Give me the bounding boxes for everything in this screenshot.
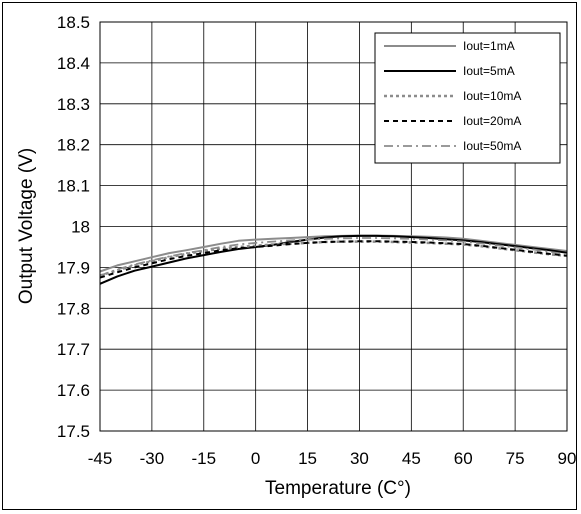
x-tick-label: 90 <box>558 449 577 468</box>
y-tick-label: 17.9 <box>57 258 90 277</box>
y-tick-label: 18.5 <box>57 13 90 32</box>
x-tick-label: 0 <box>251 449 260 468</box>
x-tick-label: 30 <box>350 449 369 468</box>
x-tick-label: 75 <box>506 449 525 468</box>
y-tick-label: 17.8 <box>57 299 90 318</box>
legend-label: Iout=20mA <box>463 114 521 128</box>
x-tick-label: -15 <box>191 449 216 468</box>
series-line-5 <box>99 237 568 277</box>
legend-label: Iout=10mA <box>463 89 521 103</box>
legend: Iout=1mA Iout=5mA Iout=10mA Iout=20mA Iout=5… <box>374 32 561 164</box>
y-tick-labels: 18.5 18.4 18.3 18.2 18.1 18 17.9 17.8 17.7 17.6 17… <box>57 13 90 441</box>
y-tick-label: 18.2 <box>57 136 90 155</box>
x-tick-label: 15 <box>298 449 317 468</box>
legend-label: Iout=1mA <box>463 39 515 53</box>
y-axis-title: Output Voltage (V) <box>16 148 37 304</box>
x-tick-label: -45 <box>88 449 113 468</box>
y-tick-label: 17.6 <box>57 381 90 400</box>
y-tick-label: 18 <box>71 218 90 237</box>
legend-label: Iout=50mA <box>463 139 521 153</box>
x-tick-label: 60 <box>454 449 473 468</box>
series-line-4 <box>99 240 568 279</box>
plot-border <box>99 21 568 432</box>
x-tick-label: 45 <box>402 449 421 468</box>
series-line-2 <box>99 234 568 285</box>
x-axis-title: Temperature (C°) <box>265 478 411 499</box>
x-tick-label: -30 <box>140 449 165 468</box>
series-layer <box>99 234 568 285</box>
x-tick-labels: -45 -30 -15 0 15 30 45 60 75 90 <box>88 449 577 468</box>
y-tick-label: 18.4 <box>57 54 90 73</box>
legend-label: Iout=5mA <box>463 64 515 78</box>
y-tick-label: 18.1 <box>57 177 90 196</box>
y-tick-label: 17.7 <box>57 340 90 359</box>
legend-box <box>374 32 561 164</box>
y-tick-label: 17.5 <box>57 422 90 441</box>
y-tick-label: 18.3 <box>57 95 90 114</box>
